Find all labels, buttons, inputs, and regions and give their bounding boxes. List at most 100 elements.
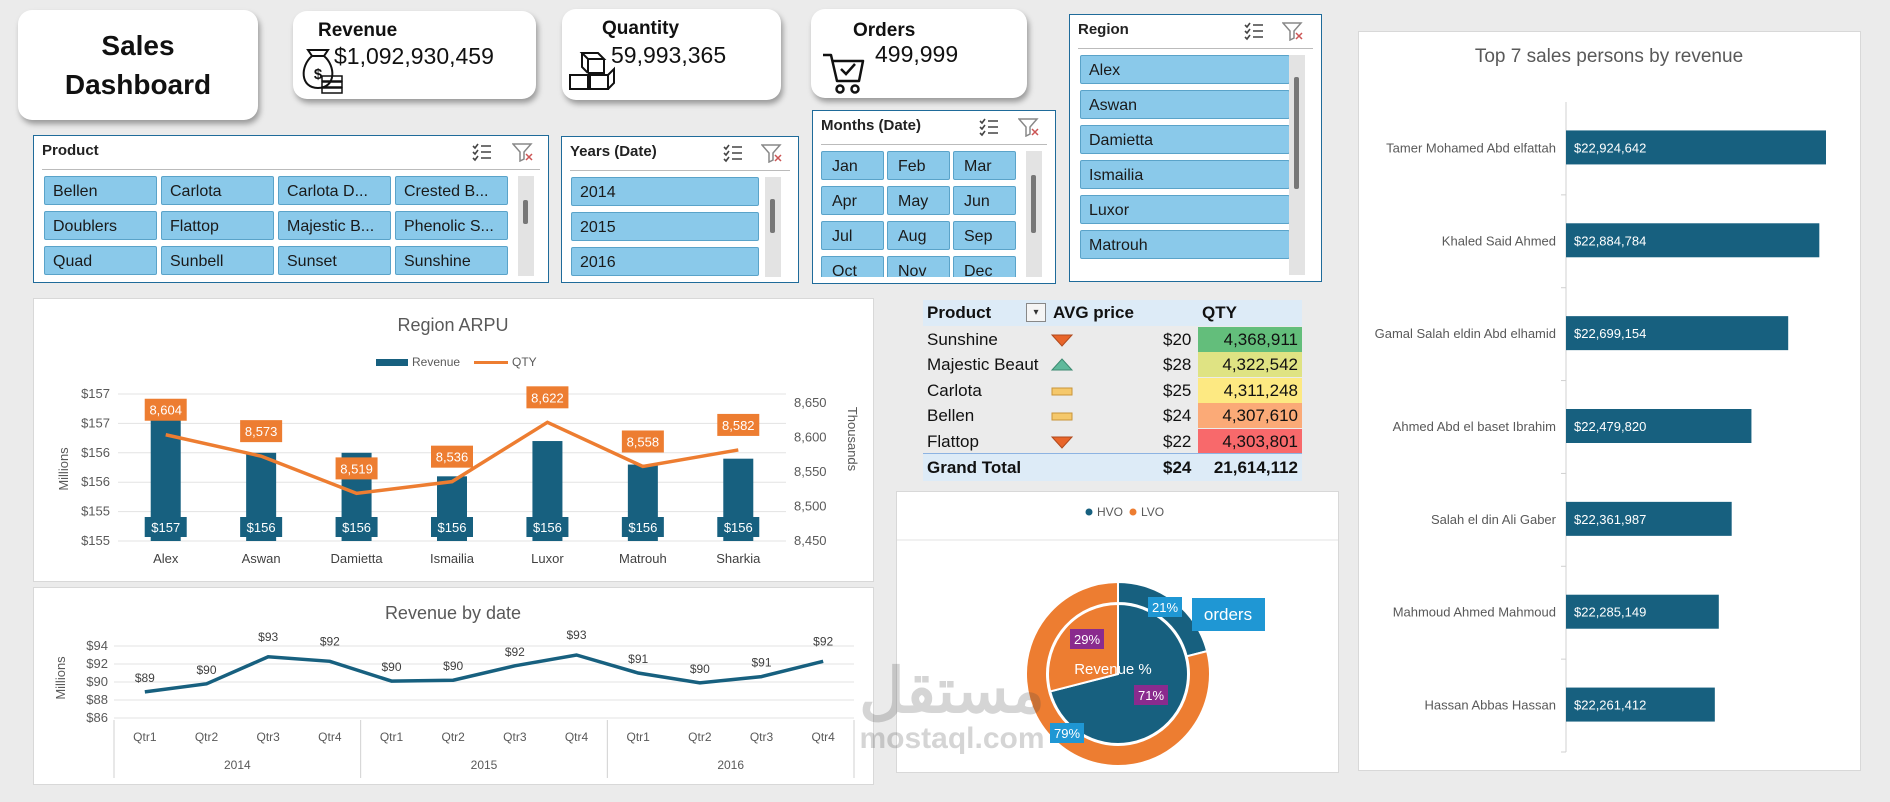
clear-filter-icon[interactable] [1282, 21, 1304, 41]
money-bag-icon: $ [302, 49, 343, 94]
region-slicer[interactable]: Region Alex Aswan Damietta Ismailia Luxor Mat… [1069, 14, 1322, 282]
revenue-value: $1,092,930,459 [334, 43, 494, 69]
slicer-item-2014[interactable]: 2014 [571, 177, 759, 206]
slicer-item-aswan[interactable]: Aswan [1080, 90, 1290, 119]
line-data-label: $92 [320, 634, 340, 648]
slicer-item-may[interactable]: May [887, 186, 950, 215]
x-tick-quarter: Qtr4 [565, 730, 589, 744]
line-data-label: $92 [813, 634, 833, 648]
y-tick-label: $90 [86, 674, 108, 689]
slicer-item-majestic-b[interactable]: Majestic B... [278, 211, 391, 240]
dashboard-title: Sales Dashboard [64, 30, 212, 100]
bar-label-bg [621, 517, 664, 537]
clear-filter-icon[interactable] [1018, 117, 1040, 137]
y2-tick-label: 8,500 [794, 499, 827, 514]
category-label: Khaled Said Ahmed [1442, 233, 1556, 248]
pivot-header-row: Product ▾ AVG price QTY [923, 300, 1302, 326]
product-scrollbar[interactable] [518, 176, 534, 276]
slicer-item-nov[interactable]: Nov [887, 256, 950, 277]
legend-label-hvo: HVO [1097, 505, 1123, 519]
revenue-by-date-svg: Revenue by date $86 $88 $90 $92 $94 Millions Qt… [53, 603, 855, 778]
bar-data-label: $156 [724, 520, 753, 535]
outer-label-lvo-bg [1050, 723, 1084, 743]
orders-value: 499,999 [875, 41, 959, 67]
inner-ring-title: Revenue % [1074, 661, 1152, 678]
pivot-total-qty: 21,614,112 [1213, 458, 1298, 477]
years-scrollbar[interactable] [765, 177, 781, 277]
slicer-item-aug[interactable]: Aug [887, 221, 950, 250]
revenue-pie-svg: HVO LVO 21% 79% 71% 29% Revenue % orders [897, 505, 1338, 767]
outer-ring-callout-bg [1192, 598, 1265, 631]
clear-filter-icon[interactable] [761, 143, 783, 163]
slicer-item-matrouh[interactable]: Matrouh [1080, 230, 1290, 259]
slicer-item-phenolic-s[interactable]: Phenolic S... [395, 211, 508, 240]
years-slicer[interactable]: Years (Date) 2014 2015 2016 [561, 136, 799, 283]
slicer-item-crested-b[interactable]: Crested B... [395, 176, 508, 205]
x-tick-quarter: Qtr3 [256, 730, 280, 744]
slicer-item-dec[interactable]: Dec [953, 256, 1016, 277]
multi-select-icon[interactable] [722, 143, 744, 163]
bar-data-label: $22,285,149 [1574, 605, 1646, 620]
slicer-item-jan[interactable]: Jan [821, 151, 884, 180]
scroll-thumb[interactable] [1294, 77, 1299, 189]
slicer-item-damietta[interactable]: Damietta [1080, 125, 1290, 154]
y2-tick-label: 8,550 [794, 464, 827, 479]
y-tick-label: $155 [81, 504, 110, 519]
slicer-item-feb[interactable]: Feb [887, 151, 950, 180]
months-slicer-title: Months (Date) [821, 117, 921, 134]
slicer-item-sunset[interactable]: Sunset [278, 246, 391, 275]
x-tick-quarter: Qtr2 [441, 730, 465, 744]
line-data-label: $93 [566, 628, 586, 642]
months-slicer[interactable]: Months (Date) Jan Feb Mar Apr May Jun Jul Aug Se… [812, 110, 1056, 284]
slicer-item-alex[interactable]: Alex [1080, 55, 1290, 84]
top-salespersons-svg: Top 7 sales persons by revenue $22,924,64… [1375, 46, 1826, 753]
multi-select-icon[interactable] [471, 142, 493, 162]
line-data-label: $90 [690, 662, 710, 676]
slicer-item-jul[interactable]: Jul [821, 221, 884, 250]
title-card: Sales Dashboard [18, 10, 258, 120]
slicer-item-bellen[interactable]: Bellen [44, 176, 157, 205]
multi-select-icon[interactable] [1243, 21, 1265, 41]
slicer-item-oct[interactable]: Oct [821, 256, 884, 277]
slicer-item-ismailia[interactable]: Ismailia [1080, 160, 1290, 189]
bar-data-label: $156 [247, 520, 276, 535]
slicer-item-flattop[interactable]: Flattop [161, 211, 274, 240]
qty-label-bg [335, 457, 378, 480]
y-tick-label: $92 [86, 656, 108, 671]
quantity-label: Quantity [602, 18, 680, 39]
slicer-item-carlota-d[interactable]: Carlota D... [278, 176, 391, 205]
multi-select-icon[interactable] [978, 117, 1000, 137]
pivot-qty-cell [1198, 377, 1302, 403]
slicer-item-quad[interactable]: Quad [44, 246, 157, 275]
slicer-item-doublers[interactable]: Doublers [44, 211, 157, 240]
slicer-item-carlota[interactable]: Carlota [161, 176, 274, 205]
filter-dropdown-button[interactable]: ▾ [1026, 303, 1046, 322]
slicer-item-apr[interactable]: Apr [821, 186, 884, 215]
pivot-qty-cell [1198, 428, 1302, 454]
slicer-item-jun[interactable]: Jun [953, 186, 1016, 215]
scroll-thumb[interactable] [1031, 175, 1036, 233]
scroll-thumb[interactable] [770, 199, 775, 233]
months-scrollbar[interactable] [1026, 151, 1042, 277]
revenue-label: Revenue [318, 20, 398, 41]
flat-bar-icon [1051, 387, 1073, 396]
slicer-item-luxor[interactable]: Luxor [1080, 195, 1290, 224]
product-slicer[interactable]: Product Bellen Carlota Carlota D... Crested… [33, 135, 549, 283]
orders-kpi-card: Orders 499,999 [811, 9, 1027, 98]
category-label: Mahmoud Ahmed Mahmoud [1393, 605, 1556, 620]
slicer-item-sunbell[interactable]: Sunbell [161, 246, 274, 275]
slicer-item-2016[interactable]: 2016 [571, 247, 759, 276]
bar-hassan-abbas-hassan [1566, 687, 1715, 722]
orders-label: Orders [853, 20, 916, 41]
clear-filter-icon[interactable] [512, 142, 534, 162]
scroll-thumb[interactable] [523, 200, 528, 224]
slicer-item-mar[interactable]: Mar [953, 151, 1016, 180]
region-scrollbar[interactable] [1289, 55, 1305, 275]
bar-salah-el-din-ali-gaber [1566, 501, 1732, 536]
slicer-item-2015[interactable]: 2015 [571, 212, 759, 241]
bar-label-bg [526, 517, 569, 537]
slicer-item-sep[interactable]: Sep [953, 221, 1016, 250]
y-tick-label: $156 [81, 474, 110, 489]
legend-label-qty: QTY [512, 355, 537, 369]
slicer-item-sunshine[interactable]: Sunshine [395, 246, 508, 275]
